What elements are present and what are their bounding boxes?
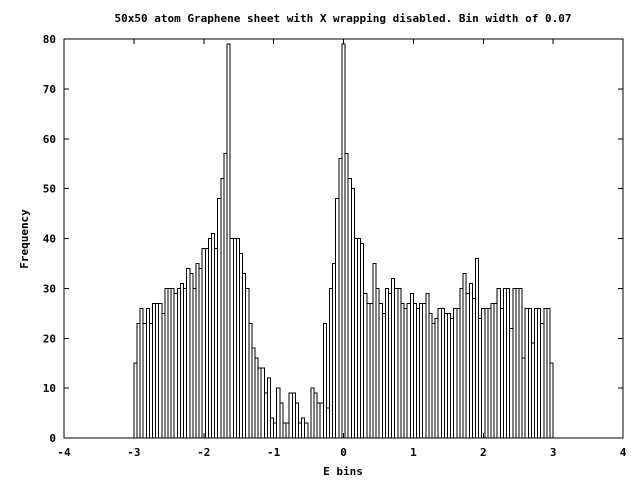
y-tick-label: 0 bbox=[49, 432, 56, 445]
x-tick-label: -2 bbox=[197, 446, 210, 459]
y-tick-label: 40 bbox=[43, 233, 56, 246]
x-tick-label: -4 bbox=[57, 446, 71, 459]
y-tick-label: 80 bbox=[43, 33, 56, 46]
x-tick-label: -1 bbox=[267, 446, 281, 459]
y-tick-label: 20 bbox=[43, 332, 56, 345]
x-tick-label: 0 bbox=[340, 446, 347, 459]
y-tick-label: 10 bbox=[43, 382, 56, 395]
y-axis-label: Frequency bbox=[18, 209, 31, 269]
x-tick-label: 1 bbox=[410, 446, 417, 459]
plot-frame bbox=[63, 38, 624, 439]
y-tick-label: 30 bbox=[43, 282, 56, 295]
x-tick-label: 3 bbox=[550, 446, 557, 459]
x-tick-label: -3 bbox=[127, 446, 140, 459]
x-tick-label: 4 bbox=[620, 446, 627, 459]
histogram-bar bbox=[304, 422, 309, 439]
y-tick-label: 50 bbox=[43, 183, 56, 196]
x-tick-label: 2 bbox=[480, 446, 487, 459]
y-tick-label: 60 bbox=[43, 133, 56, 146]
histogram-bar bbox=[549, 362, 554, 439]
chart-title: 50x50 atom Graphene sheet with X wrappin… bbox=[115, 12, 572, 25]
y-tick-label: 70 bbox=[43, 83, 56, 96]
x-axis-label: E bins bbox=[323, 465, 363, 478]
